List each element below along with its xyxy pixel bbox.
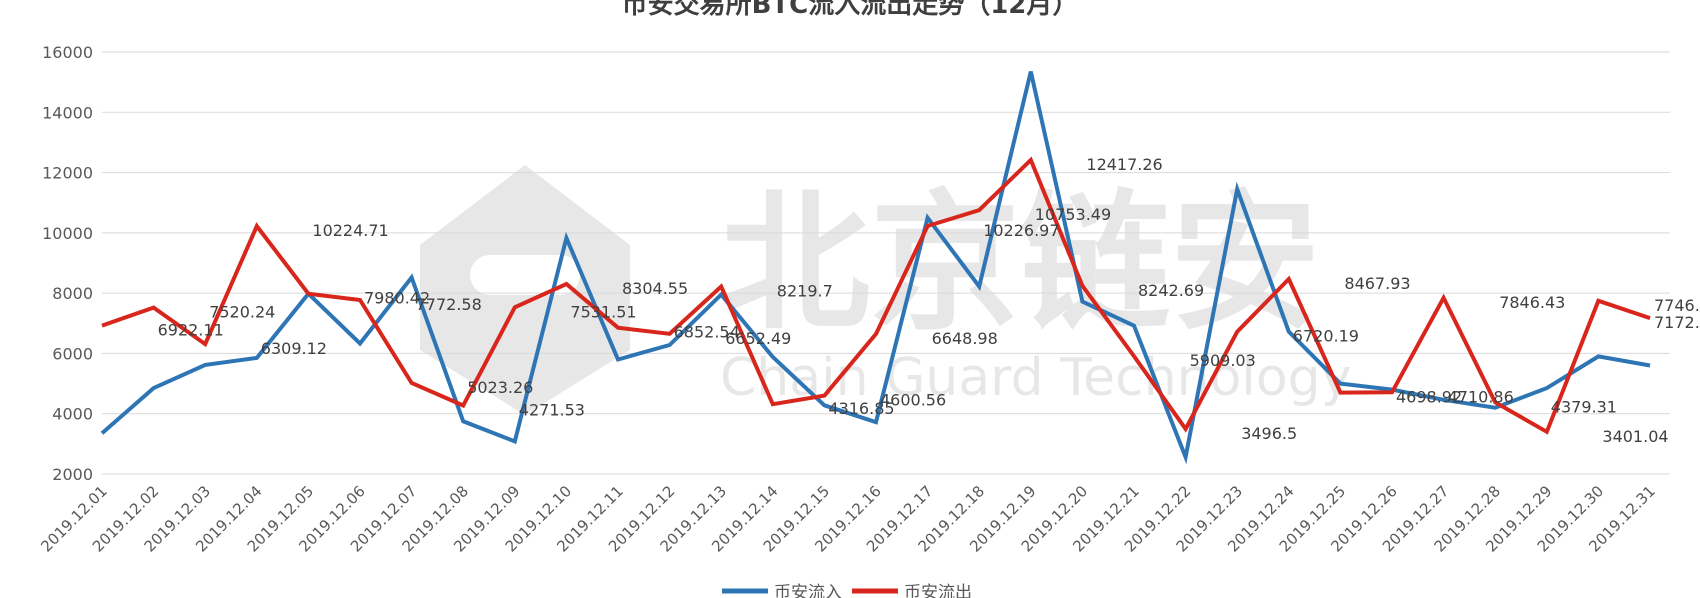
watermark-brand: 北京链安 (720, 177, 1320, 351)
data-label: 10224.71 (312, 221, 388, 240)
data-label: 7172.2 (1654, 313, 1700, 332)
data-label: 5909.03 (1190, 351, 1256, 370)
data-label: 7531.51 (570, 302, 636, 321)
series-line-1 (101, 156, 1651, 435)
watermark-shield-icon (420, 165, 630, 415)
data-label: 10226.97 (983, 221, 1059, 240)
y-tick-label: 6000 (52, 344, 93, 363)
data-label: 6648.98 (932, 329, 998, 348)
data-label: 10753.49 (1035, 205, 1111, 224)
y-tick-label: 10000 (42, 224, 93, 243)
data-label: 5023.26 (467, 378, 533, 397)
data-label: 6720.19 (1293, 327, 1359, 346)
grid (102, 51, 1670, 475)
series-lines (100, 71, 1651, 465)
y-tick-label: 4000 (52, 405, 93, 424)
x-axis: 2019.12.012019.12.022019.12.032019.12.04… (37, 482, 1658, 555)
data-label: 7746.15 (1654, 296, 1700, 315)
y-tick-label: 12000 (42, 164, 93, 183)
watermark-english: Chain Guard Technology (720, 348, 1351, 408)
data-label: 7980.42 (364, 289, 430, 308)
data-label: 6922.11 (158, 321, 224, 340)
data-label: 4379.31 (1551, 397, 1617, 416)
legend-label-1: 币安流出 (904, 583, 972, 598)
y-axis: 2000 4000 6000 8000 10000 12000 14000 16000 (42, 43, 93, 484)
data-label: 6852.54 (674, 323, 740, 342)
data-label: 7772.58 (416, 295, 482, 314)
data-label: 3401.04 (1602, 427, 1668, 446)
data-label: 6652.49 (725, 329, 791, 348)
data-label: 8219.7 (777, 282, 833, 301)
legend: 币安流入 币安流出 (722, 583, 972, 598)
data-label: 7520.24 (209, 303, 275, 322)
data-label: 4600.56 (880, 391, 946, 410)
y-tick-label: 8000 (52, 284, 93, 303)
y-tick-label: 14000 (42, 103, 93, 122)
data-label: 4316.85 (828, 399, 894, 418)
data-label: 12417.26 (1086, 155, 1162, 174)
data-label: 4698.92 (1396, 388, 1462, 407)
y-tick-label: 2000 (52, 465, 93, 484)
data-label: 8242.69 (1138, 281, 1204, 300)
data-label: 4271.53 (519, 401, 585, 420)
watermark: 北京链安 Chain Guard Technology (420, 165, 1351, 415)
legend-label-0: 币安流入 (774, 583, 842, 598)
data-label: 8467.93 (1344, 274, 1410, 293)
chart-title: 币安交易所BTC流入流出走势（12月） (621, 0, 1079, 20)
data-label: 6309.12 (261, 339, 327, 358)
data-label: 4710.86 (1448, 387, 1514, 406)
data-label: 3496.5 (1241, 424, 1297, 443)
data-label: 8304.55 (622, 279, 688, 298)
y-tick-label: 16000 (42, 43, 93, 62)
data-label: 7846.43 (1499, 293, 1565, 312)
